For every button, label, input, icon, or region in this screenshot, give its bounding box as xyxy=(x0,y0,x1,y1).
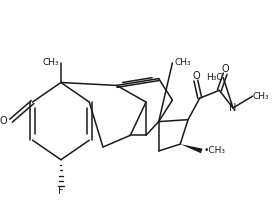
Text: O: O xyxy=(192,71,200,80)
Text: F: F xyxy=(58,186,64,196)
Text: CH₃: CH₃ xyxy=(174,59,191,68)
Polygon shape xyxy=(180,144,202,153)
Text: O: O xyxy=(0,116,7,126)
Text: CH₃: CH₃ xyxy=(253,92,269,101)
Text: O: O xyxy=(221,64,229,74)
Text: N: N xyxy=(229,103,237,113)
Text: H₃C: H₃C xyxy=(207,73,223,82)
Text: •CH₃: •CH₃ xyxy=(204,147,226,155)
Text: CH₃: CH₃ xyxy=(42,59,59,68)
